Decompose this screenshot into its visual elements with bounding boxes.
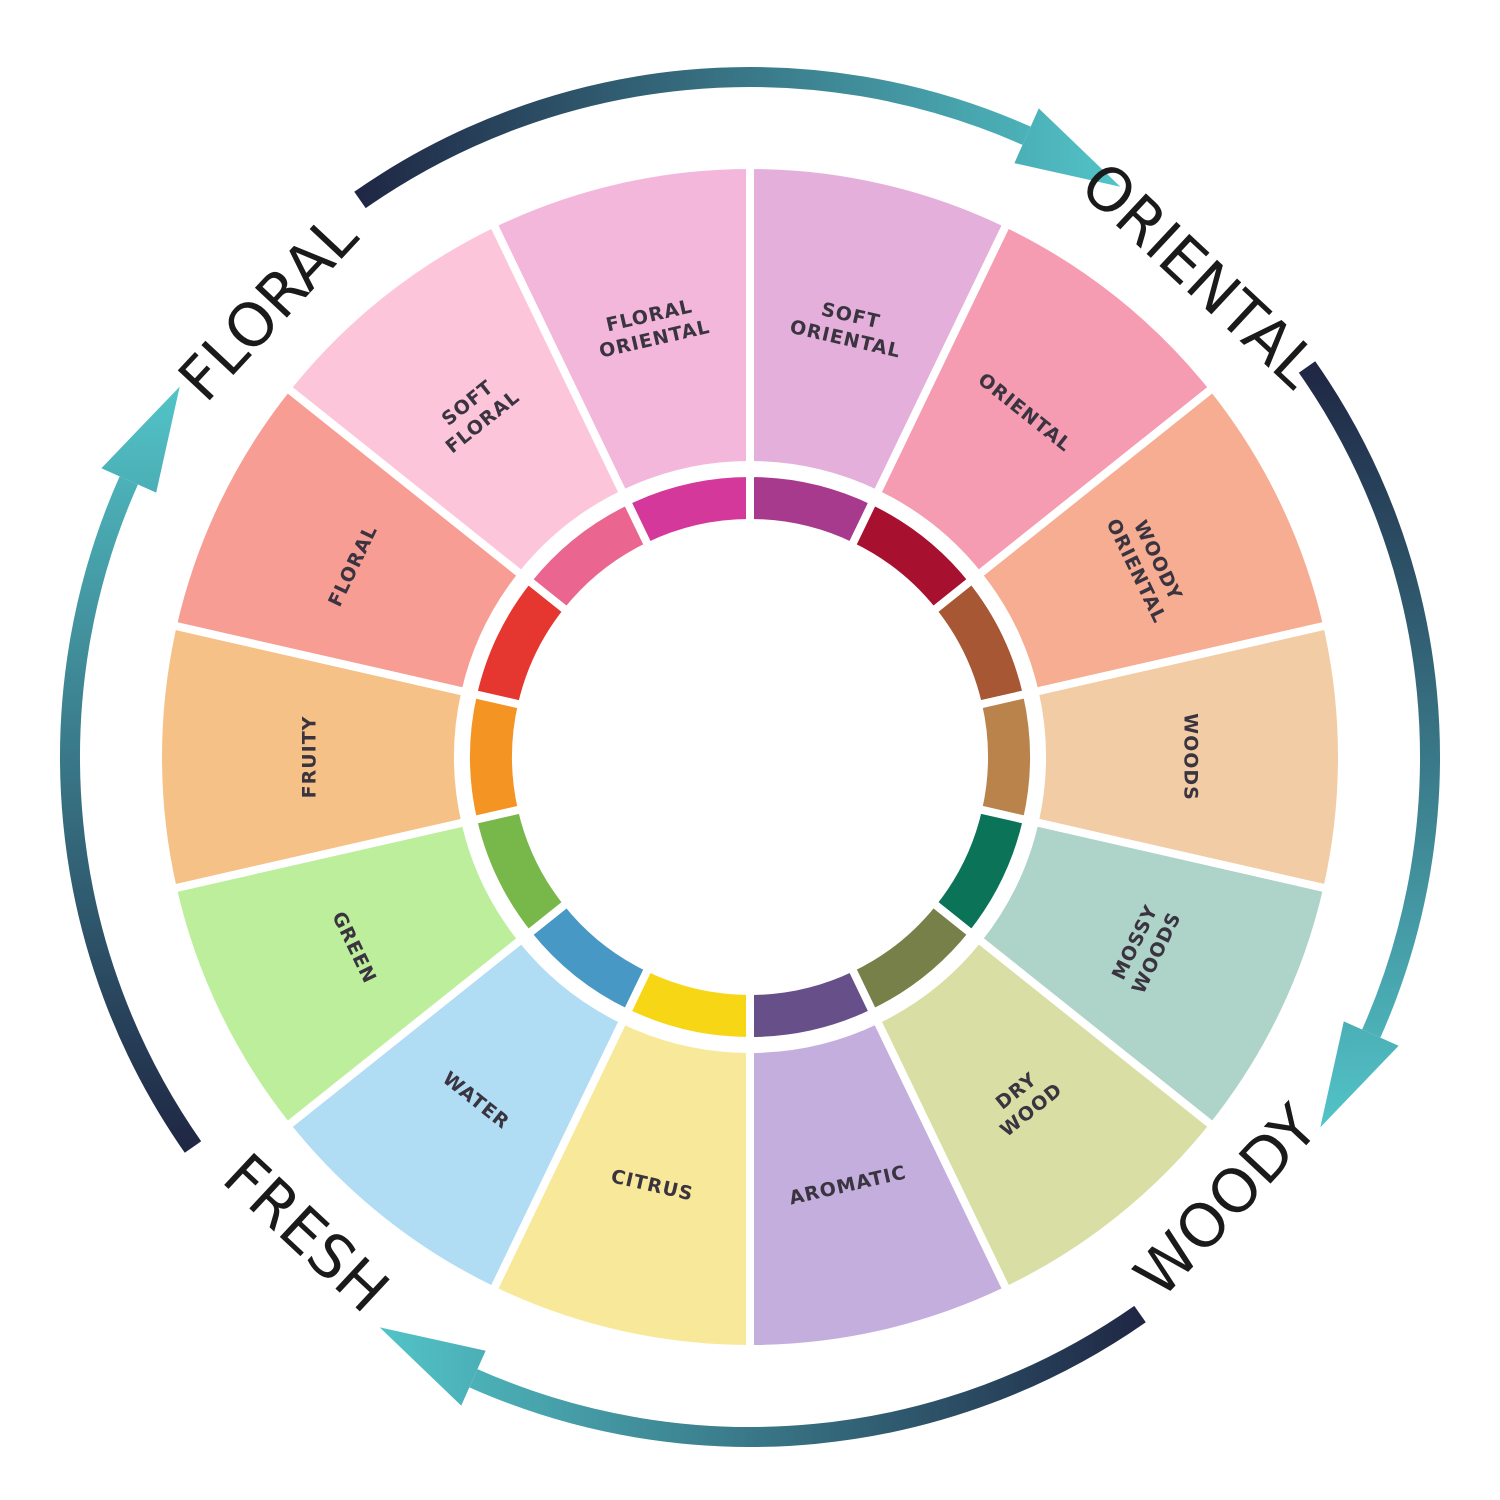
cycle-arrow [1298,361,1440,1038]
segment-label: WOODS [1180,713,1202,801]
inner-segment [462,689,527,825]
segment-label-group: FRUITY [299,716,321,799]
inner-segment [522,495,654,617]
segment-label: FRUITY [299,716,321,799]
inner-segment [973,689,1038,825]
arrow-head [379,1327,486,1406]
cycle-arrow [469,1305,1146,1447]
arrow-head [101,386,180,493]
cycle-arrow [60,476,202,1153]
cycle-arrow [354,67,1031,209]
segment-label-group: WOODS [1180,713,1202,801]
segment [281,218,629,581]
arrow-head [1014,108,1121,187]
arrow-head [1320,1021,1399,1128]
